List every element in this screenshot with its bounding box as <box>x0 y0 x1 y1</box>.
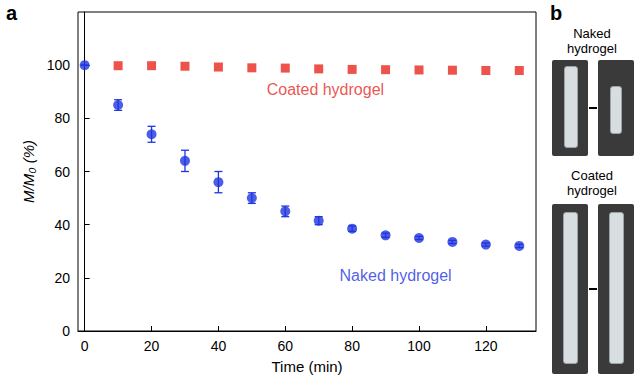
svg-text:120: 120 <box>474 338 498 354</box>
html-text:a: a <box>6 2 18 24</box>
html-text:Coated hydrogel: Coated hydrogel <box>567 168 617 198</box>
html-text:b: b <box>550 2 563 24</box>
svg-text:60: 60 <box>277 338 293 354</box>
svg-text:M/M₀ (%): M/M₀ (%) <box>20 140 37 203</box>
svg-text:0: 0 <box>62 323 70 339</box>
svg-text:100: 100 <box>407 338 431 354</box>
svg-text:Time (min): Time (min) <box>271 358 342 375</box>
svg-text:80: 80 <box>54 110 70 126</box>
svg-text:60: 60 <box>54 164 70 180</box>
svg-text:Naked hydrogel: Naked hydrogel <box>340 267 452 284</box>
svg-text:40: 40 <box>211 338 227 354</box>
svg-text:80: 80 <box>344 338 360 354</box>
svg-text:20: 20 <box>144 338 160 354</box>
svg-text:0: 0 <box>81 338 89 354</box>
html-text:Naked hydrogel: Naked hydrogel <box>567 26 617 56</box>
svg-text:40: 40 <box>54 217 70 233</box>
svg-text:Coated hydrogel: Coated hydrogel <box>267 81 384 98</box>
svg-text:20: 20 <box>54 270 70 286</box>
svg-text:100: 100 <box>47 57 71 73</box>
